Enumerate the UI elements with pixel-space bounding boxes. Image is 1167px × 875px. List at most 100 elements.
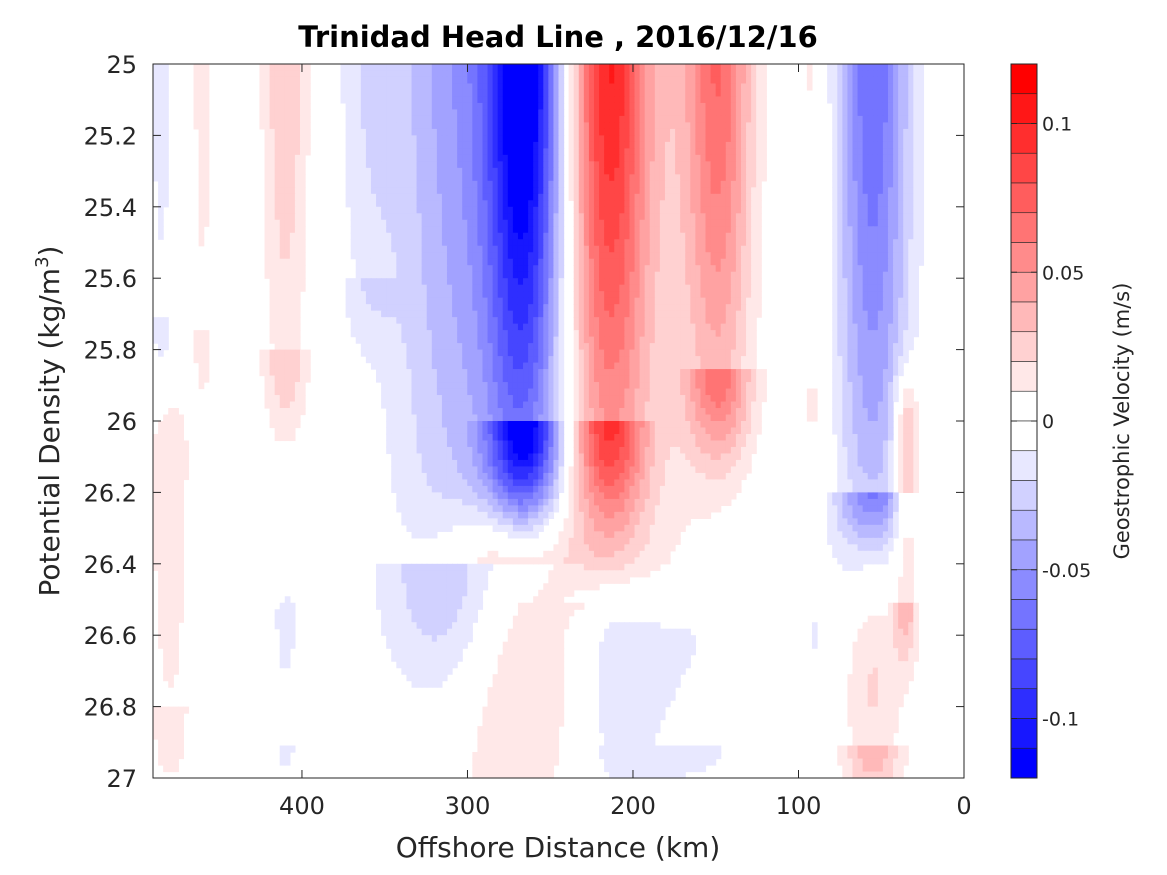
contour-cell	[740, 174, 747, 182]
contour-cell	[507, 109, 514, 117]
contour-cell	[365, 213, 372, 221]
contour-cell	[604, 271, 610, 279]
contour-cell	[517, 70, 524, 78]
contour-cell	[867, 226, 874, 234]
contour-cell	[857, 89, 864, 98]
contour-cell	[609, 70, 615, 78]
contour-cell	[593, 115, 600, 124]
contour-cell	[700, 141, 707, 149]
contour-cell	[700, 291, 707, 299]
contour-cell	[639, 323, 646, 331]
contour-cell	[872, 323, 879, 331]
contour-cell	[507, 349, 514, 357]
contour-cell	[431, 109, 438, 117]
contour-cell	[599, 174, 605, 182]
contour-cell	[386, 70, 392, 78]
contour-cell	[523, 161, 529, 169]
contour-cell	[401, 167, 408, 175]
contour-cell	[294, 258, 301, 266]
contour-cell	[376, 310, 382, 318]
contour-cell	[588, 96, 595, 104]
contour-cell	[837, 323, 843, 331]
contour-cell	[381, 232, 387, 240]
contour-cell	[593, 89, 600, 98]
contour-cell	[685, 193, 691, 201]
contour-cell	[720, 102, 727, 111]
contour-cell	[436, 76, 443, 85]
contour-cell	[507, 180, 514, 188]
contour-cell	[903, 239, 909, 247]
contour-cell	[639, 161, 646, 169]
contour-cell	[441, 200, 448, 208]
contour-cell	[452, 330, 458, 338]
contour-cell	[517, 330, 524, 338]
contour-cell	[305, 135, 311, 143]
contour-cell	[370, 349, 377, 357]
contour-cell	[507, 219, 514, 227]
contour-cell	[715, 187, 722, 195]
contour-cell	[740, 336, 747, 344]
contour-cell	[523, 70, 529, 78]
contour-cell	[538, 161, 544, 169]
contour-cell	[619, 232, 625, 240]
contour-cell	[740, 89, 747, 98]
contour-cell	[284, 200, 291, 208]
contour-cell	[416, 167, 423, 175]
contour-cell	[533, 317, 539, 325]
contour-cell	[365, 206, 372, 214]
contour-cell	[289, 271, 296, 279]
contour-cell	[639, 76, 646, 85]
contour-cell	[370, 102, 377, 111]
contour-cell	[512, 76, 519, 85]
contour-cell	[370, 265, 377, 273]
contour-cell	[593, 265, 600, 273]
contour-cell	[441, 122, 448, 130]
contour-cell	[695, 122, 702, 130]
contour-cell	[294, 70, 301, 78]
contour-cell	[862, 213, 869, 221]
contour-cell	[360, 317, 367, 325]
contour-cell	[294, 76, 301, 85]
contour-cell	[887, 291, 894, 299]
contour-cell	[203, 89, 210, 98]
contour-cell	[893, 349, 899, 357]
contour-cell	[756, 232, 762, 240]
contour-cell	[416, 193, 423, 201]
contour-cell	[497, 291, 504, 299]
contour-cell	[472, 284, 478, 292]
contour-cell	[163, 128, 169, 136]
contour-cell	[350, 96, 357, 104]
contour-cell	[700, 187, 707, 195]
contour-cell	[690, 304, 696, 312]
contour-cell	[746, 310, 752, 318]
contour-cell	[462, 200, 468, 208]
contour-cell	[512, 193, 519, 201]
contour-cell	[578, 291, 585, 299]
contour-cell	[548, 310, 555, 318]
contour-cell	[543, 349, 549, 357]
contour-cell	[158, 83, 164, 91]
contour-cell	[898, 193, 904, 201]
contour-cell	[482, 343, 489, 351]
contour-cell	[502, 102, 509, 111]
contour-cell	[629, 174, 636, 182]
contour-cell	[528, 213, 534, 221]
contour-cell	[289, 278, 296, 286]
contour-cell	[411, 349, 418, 357]
contour-cell	[609, 330, 615, 338]
contour-cell	[482, 83, 489, 91]
contour-cell	[360, 193, 367, 201]
contour-cell	[700, 226, 707, 234]
contour-cell	[553, 232, 560, 240]
contour-cell	[274, 115, 281, 124]
contour-cell	[756, 252, 762, 260]
contour-cell	[153, 135, 159, 143]
contour-cell	[370, 252, 377, 260]
contour-cell	[482, 70, 489, 78]
contour-cell	[887, 174, 894, 182]
contour-cell	[274, 284, 281, 292]
contour-cell	[619, 174, 625, 182]
contour-cell	[446, 349, 453, 357]
contour-cell	[431, 219, 438, 227]
contour-cell	[492, 336, 499, 344]
